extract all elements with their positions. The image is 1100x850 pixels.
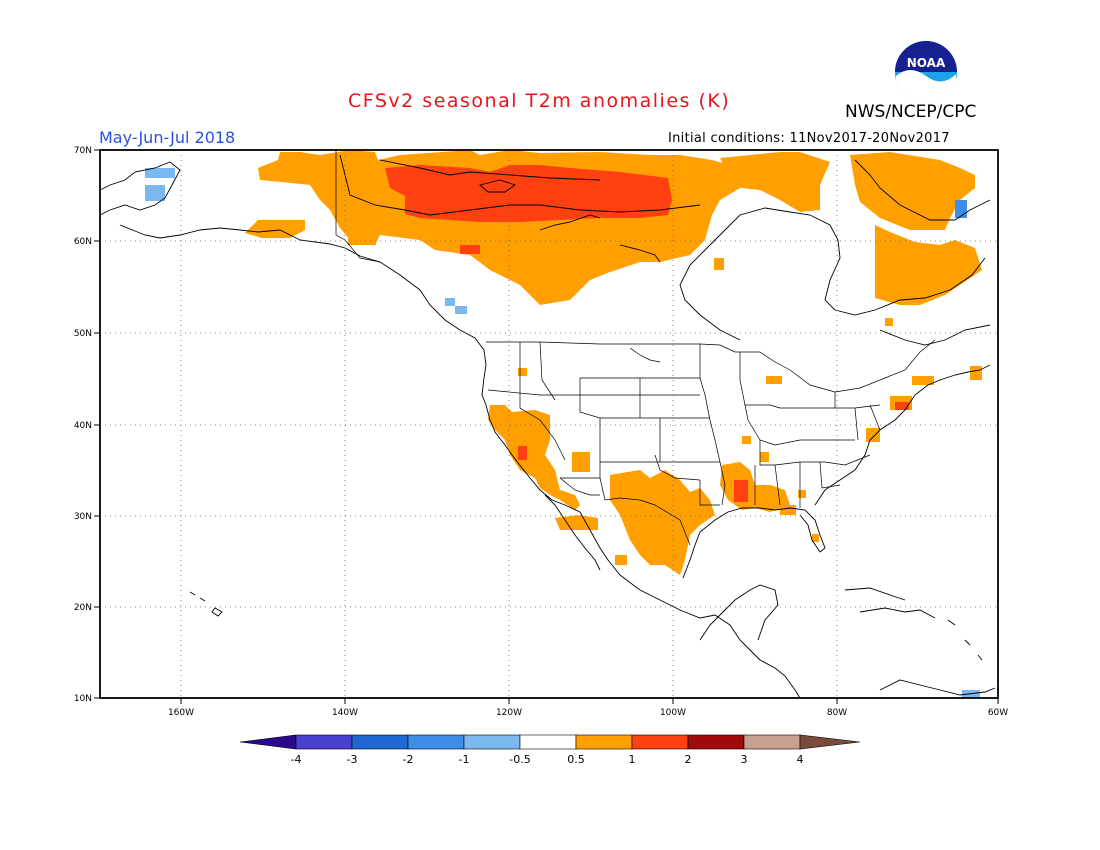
chart-title: CFSv2 seasonal T2m anomalies (K) xyxy=(348,90,731,112)
anomaly-area-labrador-blue xyxy=(955,200,967,218)
anomaly-area-hudson xyxy=(720,152,830,212)
colorbar-label: -4 xyxy=(291,753,302,766)
anomaly-area-alaska-south xyxy=(245,220,305,238)
lon-label: 160W xyxy=(168,708,194,718)
colorbar-label: -0.5 xyxy=(509,753,530,766)
logo-text: NOAA xyxy=(907,56,946,70)
anomaly-area-bc-small xyxy=(348,235,376,245)
anomaly-area-canada-red xyxy=(385,165,672,222)
colorbar-label: -3 xyxy=(347,753,358,766)
colorbar: -4 -3 -2 -1 -0.5 0.5 1 2 3 4 xyxy=(239,734,861,766)
colorbar-swatch xyxy=(575,734,633,750)
colorbar-label: 1 xyxy=(629,753,636,766)
lon-label: 100W xyxy=(660,708,686,718)
anomaly-area-ontario-small xyxy=(714,258,724,270)
anomaly-area-kentucky-small xyxy=(760,452,769,462)
lon-label: 120W xyxy=(496,708,522,718)
anomaly-area-georgia-small xyxy=(798,490,806,498)
anomaly-area-greenland xyxy=(850,152,975,230)
coastline-layer xyxy=(99,154,996,699)
agency-label: NWS/NCEP/CPC xyxy=(845,102,977,122)
initial-conditions-label: Initial conditions: 11Nov2017-20Nov2017 xyxy=(668,131,950,146)
noaa-logo-icon: NOAA xyxy=(895,41,957,104)
colorbar-swatch xyxy=(407,734,465,750)
anomaly-area-midwest-small xyxy=(742,436,751,444)
lon-label: 80W xyxy=(827,708,847,718)
colorbar-arrow-low xyxy=(239,734,297,750)
anomaly-area-mexico-small xyxy=(615,555,627,565)
anomaly-fill-layer xyxy=(145,150,982,698)
colorbar-swatch xyxy=(519,734,577,750)
colorbar-swatch xyxy=(631,734,689,750)
anomaly-area-west-red xyxy=(518,446,527,460)
anomaly-area-southeast-red xyxy=(734,480,748,502)
colorbar-swatch xyxy=(743,734,801,750)
lat-label: 20N xyxy=(74,603,92,613)
anomaly-area-northeast-red xyxy=(895,402,909,410)
lat-label: 70N xyxy=(74,146,92,156)
colorbar-swatch xyxy=(295,734,353,750)
longitude-labels: 160W 140W 120W 100W 80W 60W xyxy=(168,708,1008,718)
anomaly-area-nova-scotia xyxy=(970,366,982,380)
colorbar-label: -1 xyxy=(459,753,470,766)
colorbar-label: -2 xyxy=(403,753,414,766)
anomaly-area-quebec-small xyxy=(885,318,893,326)
anomaly-area-midatlantic xyxy=(866,428,880,442)
lat-label: 40N xyxy=(74,421,92,431)
colorbar-arrow-high xyxy=(799,734,861,750)
colorbar-swatch xyxy=(687,734,745,750)
lat-label: 60N xyxy=(74,237,92,247)
anomaly-area-nevada-small xyxy=(518,368,527,376)
lat-label: 50N xyxy=(74,329,92,339)
axis-ticks xyxy=(94,149,999,704)
colorbar-label: 4 xyxy=(797,753,804,766)
anomaly-area-michigan-small xyxy=(766,376,782,384)
anomaly-area-utah xyxy=(572,452,590,472)
anomaly-area-us-west xyxy=(488,405,580,510)
lon-label: 140W xyxy=(332,708,358,718)
colorbar-label: 2 xyxy=(685,753,692,766)
anomaly-area-florida-small xyxy=(812,534,819,542)
colorbar-label: 0.5 xyxy=(567,753,585,766)
lat-label: 30N xyxy=(74,512,92,522)
anomaly-area-florida xyxy=(780,505,796,515)
anomaly-area-maine xyxy=(912,376,934,385)
anomaly-area-labrador xyxy=(875,225,982,305)
anomaly-area-canada-red-small xyxy=(460,245,480,254)
anomaly-area-alaska-blue xyxy=(145,168,175,178)
colorbar-swatch xyxy=(351,734,409,750)
anomaly-area-bc-blue xyxy=(445,298,455,306)
latitude-labels: 70N 60N 50N 40N 30N 20N 10N xyxy=(74,146,92,704)
lat-label: 10N xyxy=(74,694,92,704)
anomaly-area-bc-blue-2 xyxy=(455,306,467,314)
anomaly-area-texas xyxy=(610,470,715,575)
lon-label: 60W xyxy=(988,708,1008,718)
anomaly-area-mexico-nw xyxy=(555,515,598,530)
colorbar-label: 3 xyxy=(741,753,748,766)
anomaly-area-alaska-blue-2 xyxy=(145,185,165,201)
colorbar-swatch xyxy=(463,734,521,750)
map-frame xyxy=(99,149,999,699)
season-label: May-Jun-Jul 2018 xyxy=(99,128,236,147)
